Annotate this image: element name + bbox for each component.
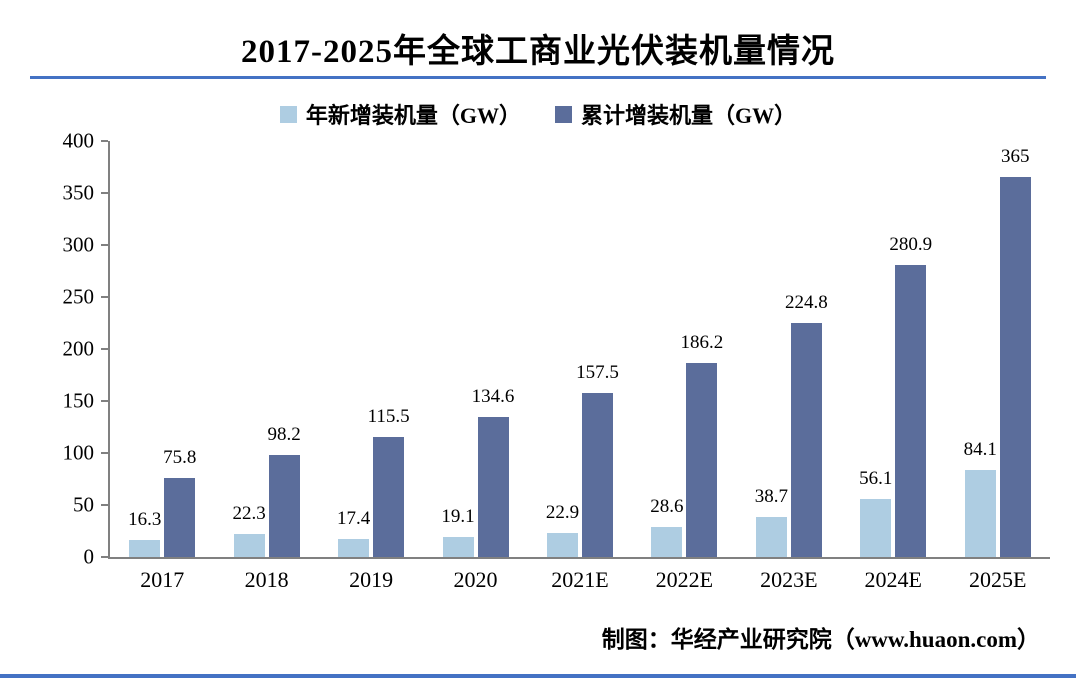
bar-value-label: 365 (1000, 146, 1030, 168)
bottom-border (0, 674, 1076, 678)
x-axis-tick-label: 2023E (760, 567, 818, 592)
legend-item-cumulative: 累计增装机量（GW） (555, 98, 796, 130)
bar-cumulative-2025e: 365 (999, 147, 1031, 557)
bar-group-2020: 19.1 134.6 (423, 141, 527, 557)
bar-value-label: 157.5 (576, 362, 619, 384)
y-axis-tick (101, 452, 108, 454)
bar-group-2021e: 22.9 157.5 (528, 141, 632, 557)
bar-value-label: 28.6 (650, 496, 684, 518)
bar-cumulative-2021e: 157.5 (576, 363, 619, 557)
x-axis-tick-label: 2024E (864, 567, 922, 592)
y-axis-tick-label: 150 (62, 388, 95, 413)
y-axis-tick-label: 50 (73, 492, 94, 517)
bar-group-2025e: 84.1 365 (946, 141, 1050, 557)
x-axis-line (108, 557, 1050, 559)
y-axis-tick-label: 100 (62, 440, 95, 465)
bar-annual-2021e: 22.9 (546, 503, 579, 557)
title-underline (30, 76, 1046, 79)
y-axis-line (108, 141, 110, 557)
x-axis-tick-label: 2018 (244, 567, 289, 592)
bar-group-2022e: 28.6 186.2 (632, 141, 736, 557)
y-axis-tick (101, 556, 108, 558)
y-axis: 0 50 100 150 200 250 300 350 400 (0, 130, 108, 567)
plot-area: 16.3 75.8 22.3 98.2 17.4 115.5 19.1 134.6 22.9 15… (108, 141, 1050, 559)
bar-annual-2019: 17.4 (337, 509, 370, 557)
y-axis-tick-label: 250 (62, 284, 95, 309)
y-axis-tick-label: 0 (83, 544, 95, 569)
y-axis-tick (101, 348, 108, 350)
bar-value-label: 22.3 (232, 502, 266, 524)
bar-cumulative-2024e: 280.9 (889, 235, 932, 557)
x-axis-tick-label: 2020 (453, 567, 498, 592)
legend-label: 累计增装机量（GW） (581, 103, 797, 128)
bar-annual-2018: 22.3 (233, 504, 266, 557)
y-axis-tick (101, 504, 108, 506)
bar-group-2017: 16.3 75.8 (110, 141, 214, 557)
x-axis-tick-label: 2025E (968, 567, 1027, 592)
bar-cumulative-2017: 75.8 (163, 448, 196, 557)
bar-value-label: 17.4 (336, 507, 371, 529)
x-axis-tick-label: 2017 (140, 567, 185, 592)
bar-cumulative-2020: 134.6 (472, 387, 514, 557)
y-axis-tick-label: 200 (62, 336, 95, 361)
bar-cumulative-2023e: 224.8 (785, 293, 828, 557)
bar-value-label: 19.1 (441, 506, 475, 528)
bar-annual-2025e: 84.1 (964, 440, 997, 557)
bar-annual-2020: 19.1 (441, 507, 475, 557)
bar-value-label: 186.2 (680, 332, 724, 354)
x-axis-labels: 2017 2018 2019 2020 2021E 2022E 2023E 2024E 2025… (110, 567, 1050, 593)
y-axis-tick (101, 140, 108, 142)
bar-value-label: 224.8 (784, 292, 828, 314)
bar-value-label: 115.5 (367, 405, 410, 427)
bar-annual-2017: 16.3 (128, 510, 161, 557)
bar-value-label: 22.9 (545, 502, 580, 524)
y-axis-tick (101, 192, 108, 194)
x-axis-tick-label: 2022E (655, 567, 714, 592)
x-axis-tick-label: 2019 (349, 567, 394, 592)
bar-cumulative-2022e: 186.2 (681, 333, 723, 557)
chart-title: 2017-2025年全球工商业光伏装机量情况 (241, 34, 835, 70)
bar-value-label: 280.9 (889, 233, 933, 255)
bar-cumulative-2018: 98.2 (268, 425, 301, 557)
bar-group-2019: 17.4 115.5 (319, 141, 423, 557)
y-axis-tick-label: 400 (62, 128, 95, 153)
bar-annual-2024e: 56.1 (859, 469, 892, 557)
bars-container: 16.3 75.8 22.3 98.2 17.4 115.5 19.1 134.6 22.9 15… (110, 141, 1050, 557)
bar-annual-2022e: 28.6 (650, 497, 684, 557)
y-axis-tick (101, 400, 108, 402)
legend: 年新增装机量（GW） 累计增装机量（GW） (0, 98, 1076, 130)
y-axis-tick-label: 350 (62, 180, 95, 205)
legend-swatch-icon (279, 105, 297, 123)
x-axis-tick-label: 2021E (551, 567, 609, 592)
legend-item-annual: 年新增装机量（GW） (279, 98, 521, 130)
bar-value-label: 98.2 (267, 423, 301, 445)
bar-cumulative-2019: 115.5 (368, 407, 410, 557)
bar-group-2023e: 38.7 224.8 (737, 141, 841, 557)
bar-value-label: 16.3 (128, 509, 162, 531)
bar-value-label: 56.1 (859, 467, 893, 489)
y-axis-tick (101, 244, 108, 246)
source-credit: 制图：华经产业研究院（www.huaon.com） (601, 627, 1040, 652)
bar-value-label: 38.7 (754, 485, 788, 507)
bar-value-label: 134.6 (471, 386, 515, 408)
y-axis-tick (101, 296, 108, 298)
bar-group-2024e: 56.1 280.9 (841, 141, 945, 557)
bar-value-label: 84.1 (963, 438, 997, 460)
legend-swatch-icon (555, 105, 572, 123)
bar-annual-2023e: 38.7 (755, 487, 788, 557)
legend-label: 年新增装机量（GW） (305, 103, 521, 128)
bar-value-label: 75.8 (163, 447, 197, 469)
bar-group-2018: 22.3 98.2 (214, 141, 318, 557)
y-axis-tick-label: 300 (62, 232, 95, 257)
